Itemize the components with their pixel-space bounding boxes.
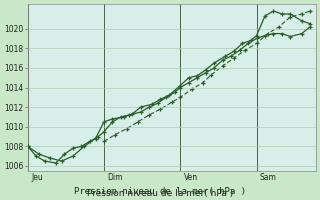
Text: Dim: Dim [107, 173, 123, 182]
Text: Jeu: Jeu [31, 173, 43, 182]
Text: Sam: Sam [260, 173, 276, 182]
Text: Pression niveau de la mer( hPa ): Pression niveau de la mer( hPa ) [74, 187, 246, 196]
Text: Ven: Ven [183, 173, 197, 182]
Text: Pression niveau de la mer( hPa ): Pression niveau de la mer( hPa ) [87, 189, 233, 198]
